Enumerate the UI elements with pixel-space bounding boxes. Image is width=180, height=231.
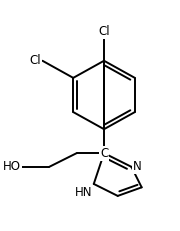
Text: HO: HO [3,160,21,173]
Text: HN: HN [75,186,92,199]
Text: Cl: Cl [29,54,41,67]
Text: Cl: Cl [98,25,110,38]
Text: N: N [133,160,142,173]
Text: C: C [100,147,108,160]
